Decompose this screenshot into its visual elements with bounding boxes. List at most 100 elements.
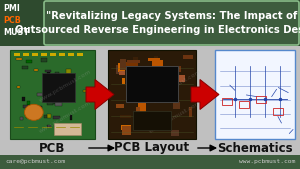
Bar — [122, 126, 131, 135]
Bar — [165, 85, 178, 91]
Bar — [10, 50, 95, 139]
Bar — [27, 101, 30, 105]
Bar — [120, 59, 126, 70]
Text: Outsourced Reverse Engineering in Electronics Design": Outsourced Reverse Engineering in Electr… — [15, 25, 300, 35]
Bar — [47, 101, 53, 105]
Bar — [116, 104, 124, 108]
Bar — [47, 71, 50, 75]
Bar — [41, 53, 47, 56]
Bar — [34, 69, 38, 71]
Bar — [154, 96, 165, 101]
Bar — [54, 123, 81, 135]
Bar — [108, 50, 196, 139]
Bar — [41, 58, 47, 62]
Text: care@pcbmust.com: care@pcbmust.com — [5, 160, 65, 164]
Bar — [16, 58, 22, 60]
Bar — [118, 71, 125, 75]
Text: PCB: PCB — [3, 16, 21, 25]
Text: www.pcbmust.com: www.pcbmust.com — [148, 68, 202, 103]
Text: PCB Layout: PCB Layout — [114, 141, 190, 154]
Bar — [133, 111, 171, 130]
Bar — [22, 96, 25, 101]
Bar — [45, 70, 52, 72]
Bar — [59, 53, 65, 56]
Bar — [127, 63, 135, 71]
Text: www.pcbmust.com: www.pcbmust.com — [38, 68, 92, 103]
Bar — [17, 87, 20, 88]
Text: PCB: PCB — [39, 141, 65, 154]
Bar — [53, 116, 60, 119]
FancyBboxPatch shape — [44, 1, 299, 45]
Bar — [52, 99, 55, 104]
Text: PMI: PMI — [3, 4, 20, 13]
Bar — [34, 111, 37, 112]
Text: www.pcbmust.com: www.pcbmust.com — [148, 100, 202, 134]
Bar — [77, 53, 83, 56]
Bar — [32, 53, 38, 56]
Bar — [50, 53, 56, 56]
Bar — [222, 98, 232, 105]
Bar — [155, 115, 158, 120]
Bar — [152, 60, 163, 70]
Bar — [120, 115, 131, 118]
Bar — [27, 108, 32, 112]
Bar — [122, 125, 131, 130]
Bar — [0, 0, 300, 46]
Bar — [23, 105, 29, 107]
Bar — [131, 66, 136, 76]
Bar — [140, 94, 152, 100]
Bar — [128, 86, 137, 92]
Bar — [136, 106, 140, 113]
Bar — [70, 115, 72, 120]
Bar — [23, 53, 29, 56]
Bar — [37, 106, 42, 110]
Bar — [138, 103, 146, 115]
Bar — [83, 90, 87, 92]
Bar — [162, 88, 176, 92]
Bar — [26, 115, 31, 118]
Bar — [42, 73, 75, 102]
Polygon shape — [86, 79, 114, 110]
Bar — [46, 125, 51, 127]
Bar — [171, 130, 179, 136]
Bar — [52, 88, 55, 93]
Bar — [127, 59, 140, 63]
Bar — [139, 115, 142, 121]
Bar — [0, 155, 300, 169]
Bar — [55, 101, 62, 105]
Bar — [141, 112, 145, 118]
Bar — [14, 53, 20, 56]
Bar — [20, 117, 23, 120]
Bar — [189, 107, 192, 117]
Bar — [47, 114, 51, 118]
Bar — [26, 60, 32, 63]
Bar — [173, 102, 180, 109]
Text: www.pcbmust.com: www.pcbmust.com — [239, 160, 295, 164]
Bar — [116, 65, 124, 74]
Bar — [152, 61, 159, 67]
Bar — [172, 75, 185, 82]
Bar — [64, 98, 67, 101]
Bar — [124, 62, 138, 66]
Ellipse shape — [24, 104, 43, 120]
Bar — [37, 93, 44, 96]
Bar — [68, 53, 74, 56]
Text: Schematics: Schematics — [217, 141, 293, 154]
Bar — [215, 50, 295, 139]
Bar — [161, 93, 169, 95]
Bar — [172, 66, 181, 73]
Bar — [256, 96, 266, 103]
Bar — [273, 108, 283, 115]
Text: MUST: MUST — [3, 28, 29, 37]
Bar — [154, 94, 156, 103]
Bar — [153, 92, 156, 96]
Bar — [122, 78, 125, 84]
Bar — [118, 64, 125, 72]
Bar — [154, 56, 158, 63]
Bar — [44, 115, 47, 118]
Bar — [148, 58, 160, 61]
Bar — [175, 90, 179, 92]
Bar — [239, 101, 249, 108]
Bar — [66, 69, 71, 74]
Text: "Revitalizing Legacy Systems: The Impact of: "Revitalizing Legacy Systems: The Impact… — [46, 11, 297, 21]
